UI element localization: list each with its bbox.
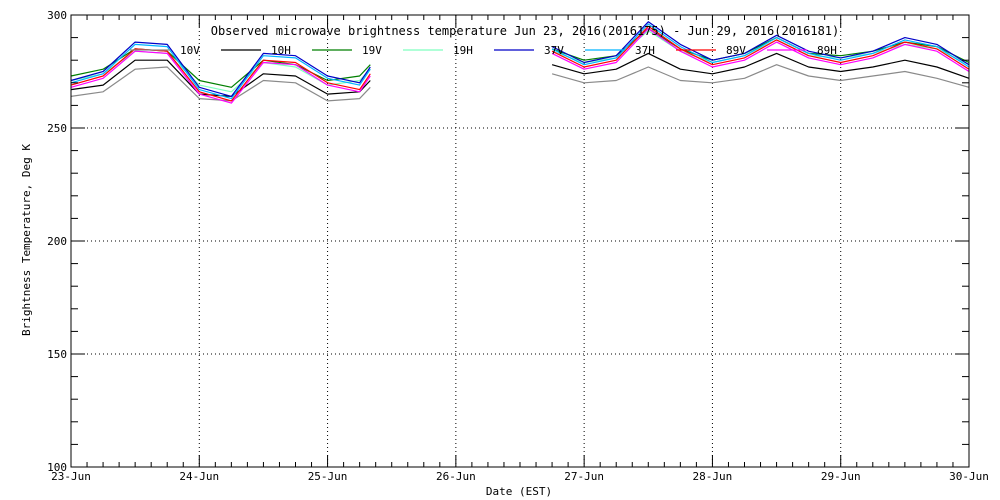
legend-label: 10H bbox=[271, 44, 291, 57]
chart-title: Observed microwave brightness temperatur… bbox=[211, 24, 840, 38]
x-tick-label: 25-Jun bbox=[308, 470, 348, 483]
legend-label: 89H bbox=[817, 44, 837, 57]
y-tick-label: 200 bbox=[47, 235, 67, 248]
y-tick-label: 100 bbox=[47, 461, 67, 474]
legend-label: 37H bbox=[635, 44, 655, 57]
legend-label: 10V bbox=[180, 44, 200, 57]
x-tick-label: 26-Jun bbox=[436, 470, 476, 483]
legend-label: 89V bbox=[726, 44, 746, 57]
x-tick-label: 27-Jun bbox=[564, 470, 604, 483]
series-line-19v bbox=[70, 28, 970, 88]
series-line-19h bbox=[70, 30, 970, 93]
grid-lines bbox=[71, 15, 969, 467]
legend: 10V 10H 19V 19H 37V 37H 89V 89H bbox=[130, 44, 837, 57]
series-line-89v bbox=[70, 25, 970, 102]
x-tick-label: 24-Jun bbox=[179, 470, 219, 483]
y-axis-label: Brightness Temperature, Deg K bbox=[20, 144, 33, 336]
x-tick-label: 30-Jun bbox=[949, 470, 989, 483]
series-line-89h bbox=[70, 28, 970, 104]
x-axis-label: Date (EST) bbox=[486, 485, 552, 498]
y-tick-label: 150 bbox=[47, 348, 67, 361]
legend-label: 19V bbox=[362, 44, 382, 57]
axis-ticks: 100 150 200 250 300 23-Jun 24-Jun 25-Jun 26-Jun 2… bbox=[47, 9, 989, 483]
series-line-37h bbox=[70, 23, 970, 100]
series-lines bbox=[70, 21, 970, 104]
x-tick-label: 29-Jun bbox=[821, 470, 861, 483]
legend-label: 19H bbox=[453, 44, 473, 57]
y-tick-label: 300 bbox=[47, 9, 67, 22]
x-tick-label: 23-Jun bbox=[51, 470, 91, 483]
legend-label: 37V bbox=[544, 44, 564, 57]
x-tick-label: 28-Jun bbox=[693, 470, 733, 483]
y-tick-label: 250 bbox=[47, 122, 67, 135]
